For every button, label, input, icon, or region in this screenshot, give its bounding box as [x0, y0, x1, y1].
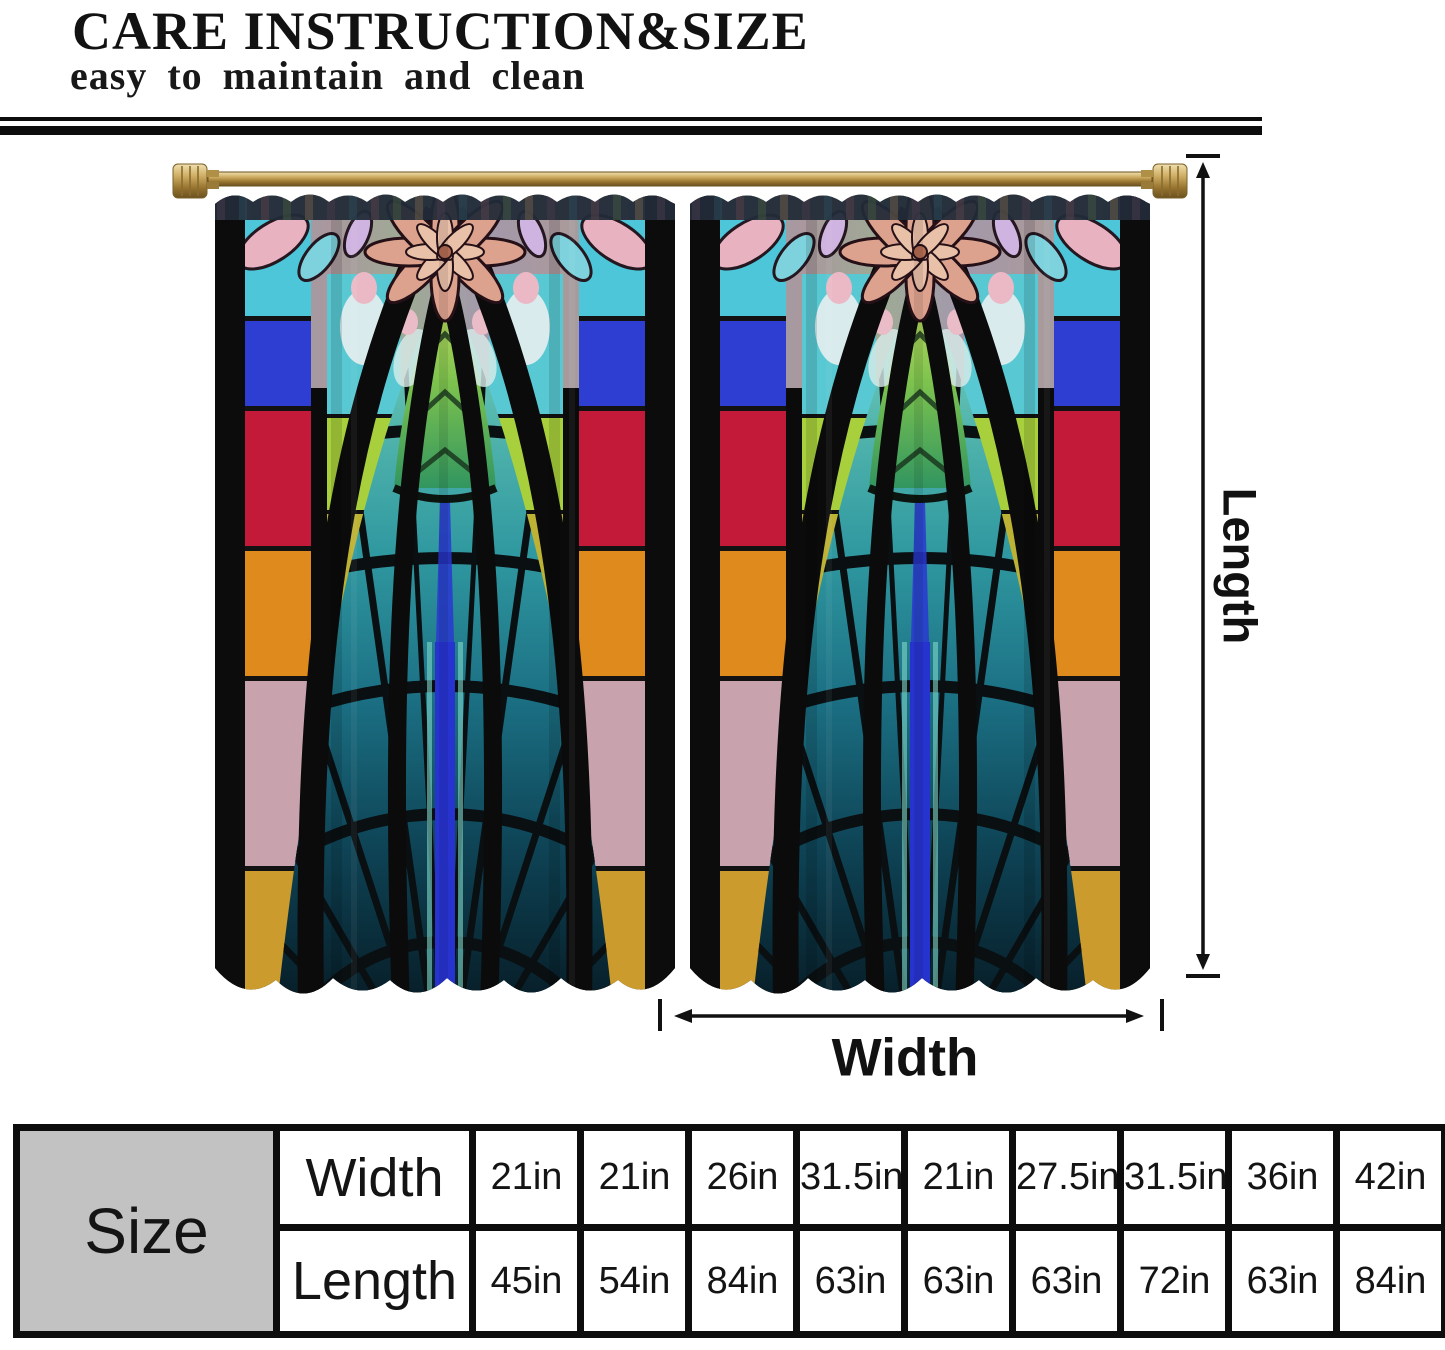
length-value-cell: 63in: [793, 1224, 908, 1338]
width-value-cell: 21in: [577, 1124, 692, 1231]
width-arrow: [658, 999, 1164, 1031]
width-row-label: Width: [273, 1124, 476, 1231]
page-subtitle: easy to maintain and clean: [70, 53, 586, 98]
width-value-cell: 21in: [469, 1124, 584, 1231]
page-title: CARE INSTRUCTION&SIZE: [72, 1, 809, 61]
width-value-cell: 21in: [901, 1124, 1016, 1231]
size-corner-cell: Size: [13, 1124, 280, 1338]
curtain-rod: [172, 163, 1188, 199]
width-value-cell: 26in: [685, 1124, 800, 1231]
divider-thick: [0, 126, 1262, 135]
width-value-cell: 31.5in: [1117, 1124, 1232, 1231]
length-label: Length: [1213, 487, 1267, 645]
length-value-cell: 72in: [1117, 1224, 1232, 1338]
length-arrow: [1186, 154, 1220, 978]
length-row-label: Length: [273, 1224, 476, 1338]
length-value-cell: 84in: [685, 1224, 800, 1338]
length-value-cell: 63in: [1009, 1224, 1124, 1338]
width-value-cell: 36in: [1225, 1124, 1340, 1231]
length-value-cell: 54in: [577, 1224, 692, 1338]
rod-finial-right: [1141, 163, 1188, 199]
length-value-cell: 45in: [469, 1224, 584, 1338]
width-value-cell: 31.5in: [793, 1124, 908, 1231]
width-label: Width: [831, 1028, 979, 1088]
length-value-cell: 63in: [901, 1224, 1016, 1338]
width-value-cell: 27.5in: [1009, 1124, 1124, 1231]
width-value-cell: 42in: [1333, 1124, 1445, 1231]
size-table: Size Width 21in 21in 26in 31.5in 21in 27…: [13, 1124, 1445, 1338]
divider-thin: [0, 117, 1262, 121]
length-value-cell: 63in: [1225, 1224, 1340, 1338]
rod-finial-left: [172, 163, 219, 199]
length-value-cell: 84in: [1333, 1224, 1445, 1338]
curtain-illustration: [150, 140, 1230, 1020]
